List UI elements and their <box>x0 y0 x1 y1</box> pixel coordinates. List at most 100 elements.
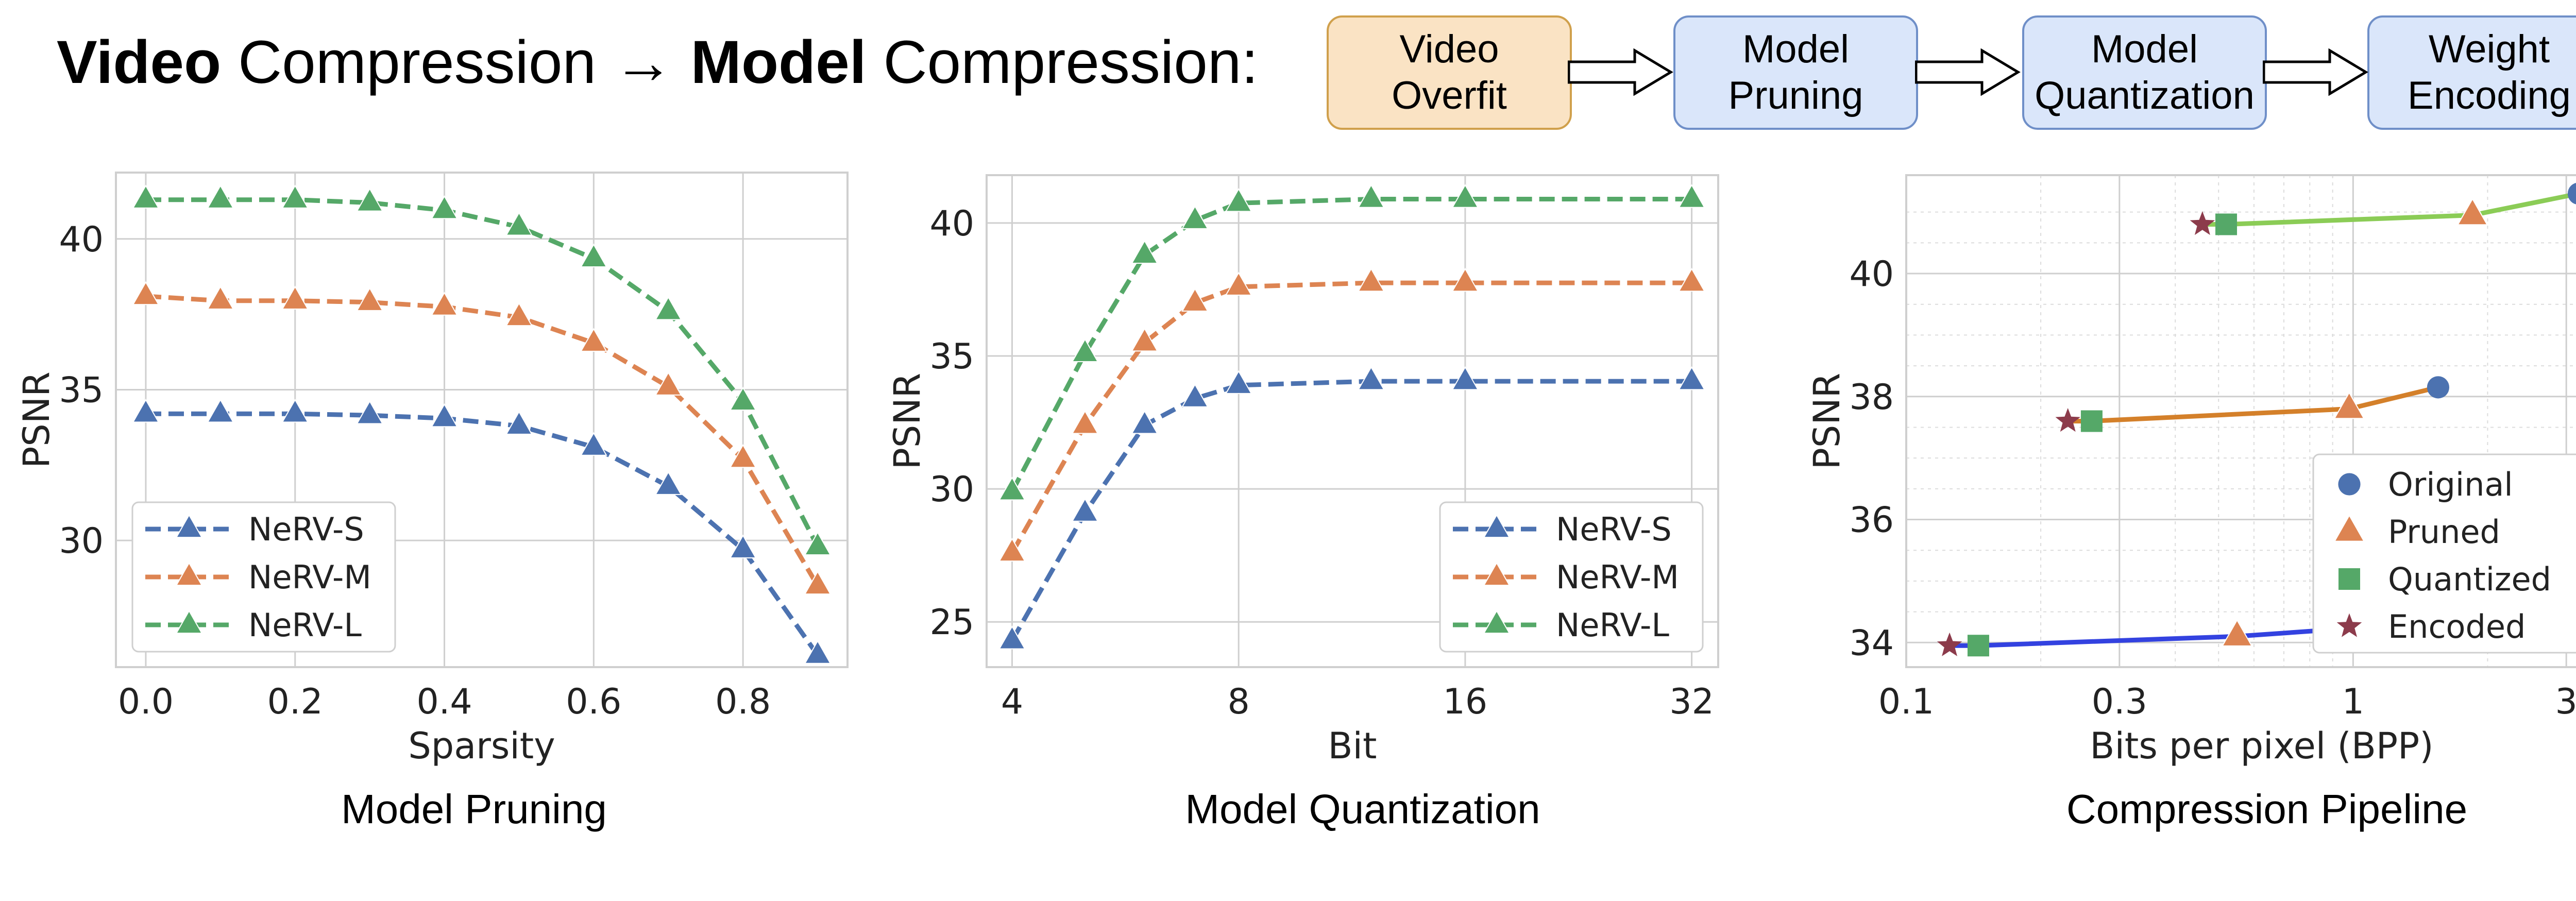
legend-label: Original <box>2388 466 2513 503</box>
data-point-nerv-m <box>207 285 234 310</box>
data-point-encoded <box>1937 632 1962 656</box>
pipeline-step-weight-encoding: Weight Encoding <box>2367 15 2576 130</box>
arrow-right-icon <box>2263 48 2368 96</box>
caption-compression-pipeline: Compression Pipeline <box>2066 786 2468 832</box>
pipeline-step-model-quantization: Model Quantization <box>2022 15 2267 130</box>
data-point-quantized <box>2215 213 2238 235</box>
x-tick-label: 4 <box>1001 682 1023 722</box>
data-point-nerv-l <box>804 531 832 555</box>
y-tick-label: 35 <box>59 370 104 411</box>
legend-box <box>1439 501 1704 653</box>
data-point-nerv-l <box>654 296 682 320</box>
data-point-nerv-l <box>1678 184 1706 208</box>
y-tick-label: 34 <box>1849 623 1894 664</box>
data-point-original <box>2427 376 2450 399</box>
data-point-original <box>2567 182 2576 205</box>
data-point-nerv-l <box>132 184 160 209</box>
x-axis-label: Sparsity <box>408 725 555 767</box>
data-point-nerv-s <box>281 398 309 423</box>
data-point-nerv-m <box>580 328 607 352</box>
data-point-nerv-l <box>1181 205 1209 229</box>
data-point-nerv-l <box>431 195 458 219</box>
data-point-nerv-l <box>1071 338 1099 362</box>
series-line-nerv-m <box>145 294 820 587</box>
figure-title: Video Compression → Model Compression: <box>57 32 1258 93</box>
data-point-encoded <box>2055 408 2080 432</box>
data-point-nerv-s <box>1181 383 1209 407</box>
y-tick-label: 30 <box>929 469 974 510</box>
data-point-nerv-m <box>1131 327 1159 352</box>
data-point-nerv-s <box>729 534 757 558</box>
data-point-quantized <box>2080 410 2103 432</box>
pipeline-step-line2: Pruning <box>1728 74 1863 117</box>
y-tick-label: 38 <box>1849 377 1894 418</box>
x-tick-label: 0.4 <box>416 682 472 722</box>
series-line-nerv-m <box>1010 280 1692 554</box>
legend-marker <box>1483 609 1511 634</box>
data-point-nerv-s <box>132 398 160 423</box>
x-axis-label: Bit <box>1328 725 1377 767</box>
data-point-nerv-l <box>505 212 533 236</box>
x-tick-label: 0.2 <box>267 682 323 722</box>
legend-marker-quantized <box>2338 568 2360 590</box>
x-tick-label: 0.0 <box>118 682 174 722</box>
data-point-nerv-m <box>654 371 682 396</box>
x-axis-label: Bits per pixel (BPP) <box>2090 725 2433 767</box>
y-axis-label: PSNR <box>1806 373 1848 470</box>
legend-label: NeRV-S <box>248 511 364 548</box>
legend-marker <box>1483 562 1511 586</box>
legend-box <box>131 501 396 653</box>
pipeline-step-video-overfit: Video Overfit <box>1327 15 1572 130</box>
y-axis-label: PSNR <box>15 371 58 468</box>
data-point-nerv-m <box>505 302 533 327</box>
x-tick-label: 0.3 <box>2092 682 2147 722</box>
legend-label: NeRV-L <box>1556 606 1669 644</box>
data-point-nerv-l <box>207 184 234 209</box>
pipeline-step-line1: Video <box>1399 27 1499 72</box>
legend-marker <box>175 514 203 538</box>
data-point-nerv-m <box>998 537 1026 562</box>
legend-label: NeRV-M <box>248 558 371 596</box>
caption-model-pruning: Model Pruning <box>341 786 607 832</box>
legend-box <box>2312 453 2576 654</box>
pipeline-step-line2: Encoding <box>2408 74 2571 117</box>
x-tick-label: 1 <box>2342 682 2364 722</box>
arrow-right-icon <box>1568 48 1673 96</box>
data-point-nerv-s <box>1451 366 1479 390</box>
data-point-nerv-s <box>654 471 682 495</box>
pipeline-step-line2: Quantization <box>2035 74 2255 117</box>
data-point-nerv-s <box>580 432 607 456</box>
legend-label: Pruned <box>2388 513 2500 551</box>
data-point-nerv-l <box>281 184 309 209</box>
x-tick-label: 0.8 <box>715 682 771 722</box>
data-point-pruned <box>2456 198 2488 226</box>
series-line-nerv-s <box>1010 379 1692 642</box>
pipeline-line-0 <box>1950 627 2324 648</box>
quantization-chart: 4 8 16 32 25 30 35 40 Bit PSNR NeRV-S NeRV-M NeRV-L <box>886 174 1719 767</box>
data-point-nerv-m <box>1678 267 1706 292</box>
legend-marker-original <box>2338 473 2361 496</box>
data-point-nerv-l <box>1357 184 1385 208</box>
y-tick-label: 36 <box>1849 500 1894 541</box>
series-line-nerv-l <box>146 197 820 548</box>
data-point-nerv-s <box>1225 370 1252 394</box>
data-point-nerv-s <box>998 625 1026 650</box>
data-point-nerv-l <box>580 243 607 267</box>
pipeline-chart: 0.1 0.3 1 3 34 36 38 40 Bits per pixel (BPP) PSNR… <box>1806 174 2576 767</box>
data-point-pruned <box>2333 392 2365 419</box>
legend-marker <box>1483 514 1511 538</box>
pipeline-step-line1: Model <box>1742 27 1849 72</box>
data-point-nerv-m <box>729 444 757 468</box>
data-point-nerv-m <box>1225 271 1252 296</box>
title-text-compression-arrow: Compression → <box>221 28 691 96</box>
pruning-chart: 0.0 0.2 0.4 0.6 0.8303540SparsityPSNRNeRV-SN… <box>15 172 849 767</box>
x-tick-label: 32 <box>1669 682 1714 722</box>
data-point-nerv-l <box>1225 188 1252 212</box>
legend-marker-pruned <box>2333 514 2365 542</box>
data-point-nerv-l <box>1451 184 1479 208</box>
data-point-nerv-m <box>356 287 384 311</box>
data-point-nerv-m <box>804 570 832 595</box>
title-bold-model: Model <box>690 28 867 96</box>
y-tick-label: 30 <box>59 521 104 562</box>
data-point-nerv-s <box>431 403 458 428</box>
